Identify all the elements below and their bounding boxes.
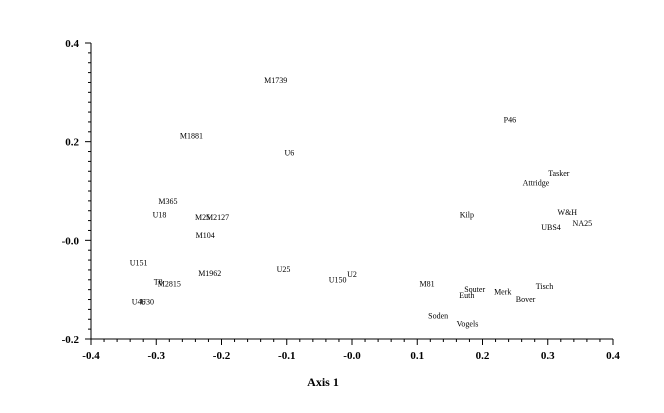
point-label: Merk (494, 288, 511, 297)
point-label: U25 (277, 265, 291, 274)
point-label: Tasker (548, 169, 570, 178)
x-tick-label: 0.4 (606, 350, 620, 362)
y-tick-label: -0.2 (62, 334, 80, 346)
x-tick-label: 0.1 (410, 350, 424, 362)
point-label: M25 (195, 213, 210, 222)
x-tick-label: -0.2 (213, 350, 231, 362)
point-label: Tisch (536, 282, 554, 291)
point-label: U151 (130, 259, 148, 268)
point-label: U2 (347, 270, 357, 279)
y-tick-label: 0.2 (65, 137, 79, 149)
point-label: T8 (154, 277, 163, 286)
point-label: U18 (153, 211, 167, 220)
point-label: U150 (329, 275, 347, 284)
x-axis-title: Axis 1 (307, 375, 339, 389)
point-label: Bover (516, 295, 536, 304)
point-label: M81 (419, 279, 434, 288)
point-label: NA25 (573, 219, 593, 228)
point-label: P46 (504, 115, 516, 124)
x-tick-label: 0.3 (541, 350, 555, 362)
x-tick-label: -0.4 (82, 350, 100, 362)
point-label: Souter (464, 285, 485, 294)
point-label: M104 (196, 231, 215, 240)
x-tick-label: -0.3 (148, 350, 166, 362)
point-label: W&H (558, 208, 578, 217)
point-label: M1962 (198, 269, 221, 278)
point-label: U46 (132, 298, 146, 307)
y-tick-label: -0.0 (62, 235, 80, 247)
point-label: Kilp (460, 211, 474, 220)
point-label: M2127 (206, 213, 229, 222)
point-label: M365 (158, 197, 177, 206)
point-label: Attridge (523, 179, 550, 188)
x-tick-label: -0.0 (343, 350, 361, 362)
point-label: U30 (140, 298, 154, 307)
axis-ticks (85, 42, 614, 345)
point-label: M2815 (158, 279, 181, 288)
point-label: Vogels (457, 320, 479, 329)
axis-tick-labels: -0.4 -0.3 -0.2 -0.1 -0.0 0.1 0.2 0.3 0.4 -0.2 -0.0… (62, 38, 621, 362)
y-tick-label: 0.4 (65, 38, 79, 50)
point-label: M1881 (180, 131, 203, 140)
point-label: Soden (428, 311, 448, 320)
x-tick-label: 0.2 (476, 350, 490, 362)
point-label: U6 (284, 149, 294, 158)
point-label: UBS4 (541, 223, 561, 232)
point-label: M1739 (264, 76, 287, 85)
x-tick-label: -0.1 (278, 350, 295, 362)
point-label: Euth (459, 291, 474, 300)
